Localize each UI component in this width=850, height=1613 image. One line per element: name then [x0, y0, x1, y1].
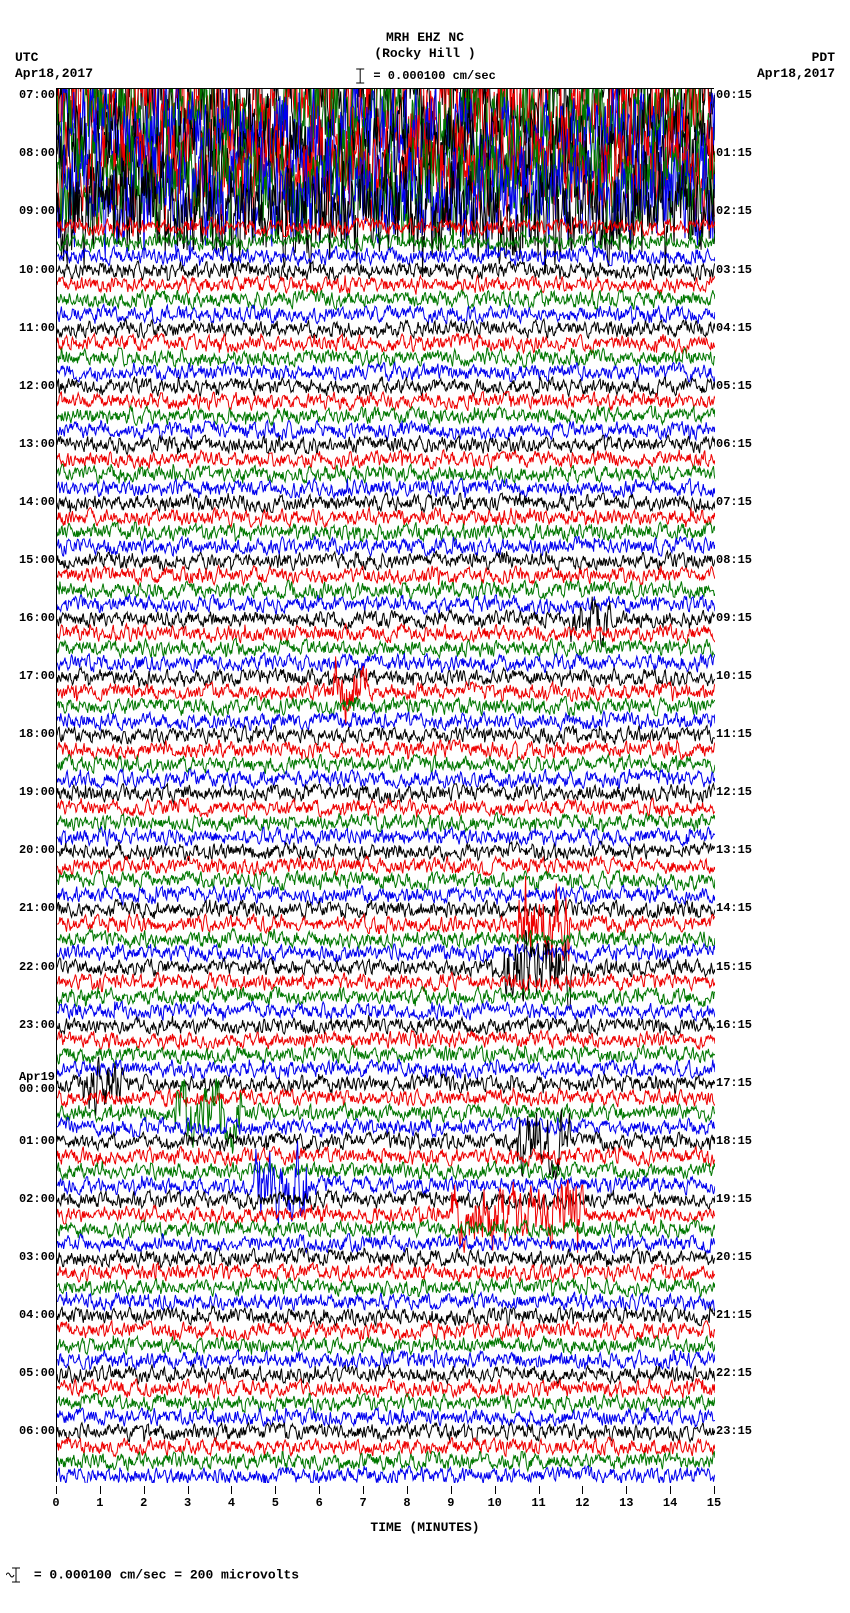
left-time-label: 19:00: [19, 786, 55, 798]
right-time-label: 03:15: [716, 264, 752, 276]
right-timezone: PDT Apr18,2017: [757, 50, 835, 81]
station-location: (Rocky Hill ): [0, 46, 850, 62]
x-tick: [275, 1486, 276, 1494]
station-header: MRH EHZ NC (Rocky Hill ): [0, 30, 850, 61]
x-tick: [188, 1486, 189, 1494]
right-time-label: 16:15: [716, 1019, 752, 1031]
x-axis-label: TIME (MINUTES): [0, 1520, 850, 1535]
right-time-label: 04:15: [716, 322, 752, 334]
x-tick-label: 1: [96, 1496, 103, 1510]
x-tick: [231, 1486, 232, 1494]
x-tick-label: 14: [663, 1496, 677, 1510]
x-axis-ticks: 0123456789101112131415: [56, 1486, 714, 1514]
x-tick-label: 12: [575, 1496, 589, 1510]
x-tick-label: 15: [707, 1496, 721, 1510]
scale-legend: = 0.000100 cm/sec: [354, 68, 496, 84]
left-time-label: 20:00: [19, 844, 55, 856]
left-time-label: 07:00: [19, 89, 55, 101]
x-tick: [495, 1486, 496, 1494]
scale-text: = 0.000100 cm/sec: [373, 69, 495, 83]
right-time-label: 17:15: [716, 1077, 752, 1089]
left-tz-label: UTC: [15, 50, 93, 66]
x-tick: [407, 1486, 408, 1494]
right-time-label: 22:15: [716, 1367, 752, 1379]
left-tz-date: Apr18,2017: [15, 66, 93, 82]
x-tick: [582, 1486, 583, 1494]
left-time-label: 14:00: [19, 496, 55, 508]
x-tick-label: 11: [531, 1496, 545, 1510]
x-tick-label: 10: [487, 1496, 501, 1510]
left-timezone: UTC Apr18,2017: [15, 50, 93, 81]
right-time-label: 15:15: [716, 961, 752, 973]
x-tick: [626, 1486, 627, 1494]
x-tick-label: 13: [619, 1496, 633, 1510]
left-time-label: 17:00: [19, 670, 55, 682]
station-code: MRH EHZ NC: [0, 30, 850, 46]
x-tick: [363, 1486, 364, 1494]
right-time-label: 18:15: [716, 1135, 752, 1147]
right-time-label: 20:15: [716, 1251, 752, 1263]
left-time-label: 02:00: [19, 1193, 55, 1205]
x-tick-label: 2: [140, 1496, 147, 1510]
right-time-label: 02:15: [716, 205, 752, 217]
right-time-label: 13:15: [716, 844, 752, 856]
right-tz-date: Apr18,2017: [757, 66, 835, 82]
right-time-label: 06:15: [716, 438, 752, 450]
x-tick: [451, 1486, 452, 1494]
right-time-label: 12:15: [716, 786, 752, 798]
left-time-label: 01:00: [19, 1135, 55, 1147]
left-time-label: 04:00: [19, 1309, 55, 1321]
right-tz-label: PDT: [757, 50, 835, 66]
left-time-label: 16:00: [19, 612, 55, 624]
right-time-label: 23:15: [716, 1425, 752, 1437]
helicorder-svg: [57, 89, 715, 1483]
left-time-label: 05:00: [19, 1367, 55, 1379]
x-tick-label: 0: [52, 1496, 59, 1510]
left-time-label: 12:00: [19, 380, 55, 392]
right-time-label: 10:15: [716, 670, 752, 682]
helicorder-plot: [56, 88, 714, 1482]
left-time-label: 10:00: [19, 264, 55, 276]
x-tick: [714, 1486, 715, 1494]
x-tick: [144, 1486, 145, 1494]
x-tick-label: 8: [403, 1496, 410, 1510]
right-time-label: 14:15: [716, 902, 752, 914]
x-tick-label: 5: [272, 1496, 279, 1510]
left-time-label: 09:00: [19, 205, 55, 217]
left-time-label: 06:00: [19, 1425, 55, 1437]
left-time-label: 22:00: [19, 961, 55, 973]
left-time-label: 18:00: [19, 728, 55, 740]
x-tick: [319, 1486, 320, 1494]
x-tick: [670, 1486, 671, 1494]
x-tick-label: 9: [447, 1496, 454, 1510]
left-time-label: 23:00: [19, 1019, 55, 1031]
right-time-label: 07:15: [716, 496, 752, 508]
right-time-label: 21:15: [716, 1309, 752, 1321]
x-tick-label: 6: [316, 1496, 323, 1510]
x-tick: [56, 1486, 57, 1494]
left-time-label: 08:00: [19, 147, 55, 159]
right-time-label: 01:15: [716, 147, 752, 159]
footer-scale: = 0.000100 cm/sec = 200 microvolts: [6, 1567, 299, 1583]
x-tick-label: 3: [184, 1496, 191, 1510]
right-time-label: 08:15: [716, 554, 752, 566]
x-tick: [539, 1486, 540, 1494]
right-time-label: 09:15: [716, 612, 752, 624]
right-time-label: 05:15: [716, 380, 752, 392]
left-time-label: 13:00: [19, 438, 55, 450]
footer-text: = 0.000100 cm/sec = 200 microvolts: [34, 1567, 299, 1582]
right-time-label: 11:15: [716, 728, 752, 740]
left-time-label: 15:00: [19, 554, 55, 566]
left-time-label: 03:00: [19, 1251, 55, 1263]
right-time-label: 00:15: [716, 89, 752, 101]
x-tick-label: 7: [359, 1496, 366, 1510]
left-time-label: 11:00: [19, 322, 55, 334]
left-time-label: 21:00: [19, 902, 55, 914]
left-time-label: Apr1900:00: [19, 1071, 55, 1095]
right-time-label: 19:15: [716, 1193, 752, 1205]
x-tick-label: 4: [228, 1496, 235, 1510]
x-tick: [100, 1486, 101, 1494]
